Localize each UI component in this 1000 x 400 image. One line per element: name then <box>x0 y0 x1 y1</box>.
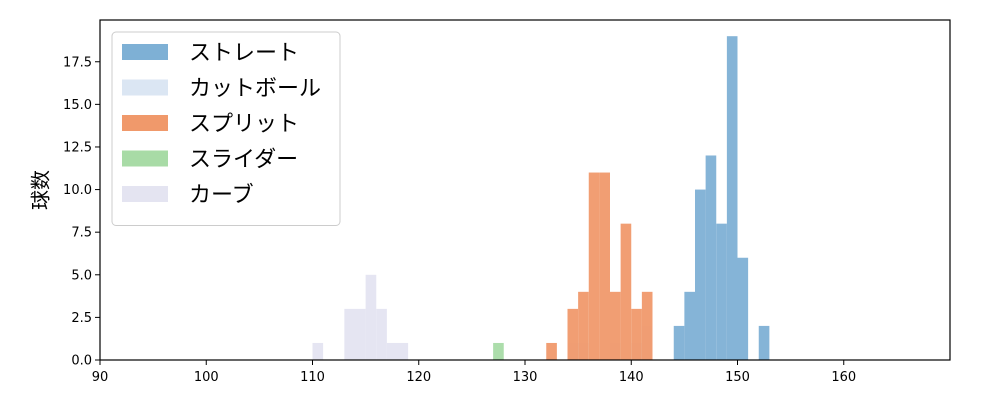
histogram-bar-series-4 <box>355 308 366 360</box>
histogram-bar-series-2 <box>588 172 600 360</box>
x-tick-label: 160 <box>831 370 856 385</box>
legend-swatch <box>122 186 168 202</box>
axes-layer: 90 100 110 120 130 140 150 160 0.0 2.5 5.0 7.5 10.0 1… <box>63 19 951 385</box>
x-tick-label: 140 <box>619 370 644 385</box>
legend-swatch <box>122 115 168 131</box>
histogram-bar-series-4 <box>344 308 355 360</box>
x-tick-label: 150 <box>725 370 750 385</box>
histogram-bar-series-3 <box>493 342 504 360</box>
legend-swatch <box>122 150 168 167</box>
histogram-bar-series-0 <box>684 291 695 360</box>
histogram-bar-series-0 <box>726 36 738 360</box>
legend-label: ストレート <box>189 41 299 66</box>
histogram-bar-series-0 <box>737 257 749 360</box>
y-tick-label: 0.0 <box>71 354 92 369</box>
legend-label: スライダー <box>189 148 298 173</box>
legend-swatch <box>122 44 168 60</box>
histogram-bar-series-0 <box>673 325 685 360</box>
histogram-bar-series-2 <box>620 223 632 360</box>
x-tick-label: 100 <box>194 370 219 385</box>
x-tick-label: 130 <box>513 370 538 385</box>
histogram-bar-series-4 <box>397 342 409 360</box>
x-tick-label: 110 <box>300 370 325 385</box>
histogram-bar-series-2 <box>546 342 557 360</box>
histogram-bar-series-4 <box>312 342 324 360</box>
histogram-bar-series-0 <box>716 223 727 360</box>
histogram-bar-series-2 <box>578 291 589 360</box>
histogram-bar-series-0 <box>705 155 717 360</box>
histogram-bar-series-0 <box>758 325 770 360</box>
y-tick-label: 15.0 <box>63 98 92 113</box>
y-tick-label: 5.0 <box>71 268 92 283</box>
y-tick-label: 12.5 <box>63 140 92 155</box>
x-tick-label: 120 <box>406 370 431 385</box>
bars-layer <box>312 36 770 360</box>
histogram-bar-series-2 <box>567 308 579 360</box>
histogram-bar-series-4 <box>365 274 377 360</box>
y-tick-label: 17.5 <box>63 55 92 70</box>
legend-label: カーブ <box>189 183 254 208</box>
y-tick-label: 2.5 <box>71 311 92 326</box>
y-tick-label: 7.5 <box>71 226 92 241</box>
legend-box <box>111 31 341 226</box>
legend-label: カットボール <box>189 77 321 102</box>
histogram-bar-series-2 <box>641 291 653 360</box>
legend-swatch <box>122 79 168 96</box>
y-tick-label: 10.0 <box>63 183 92 198</box>
histogram-bar-series-4 <box>376 308 387 360</box>
x-tick-label: 90 <box>92 370 109 385</box>
histogram-bar-series-2 <box>631 308 642 360</box>
histogram-bar-series-0 <box>695 189 706 360</box>
histogram-bar-series-4 <box>386 342 398 360</box>
histogram-bar-series-2 <box>599 172 610 360</box>
legend-label: スプリット <box>189 112 299 137</box>
y-axis-title: 球数 <box>29 170 53 210</box>
histogram-bar-series-2 <box>610 291 621 360</box>
